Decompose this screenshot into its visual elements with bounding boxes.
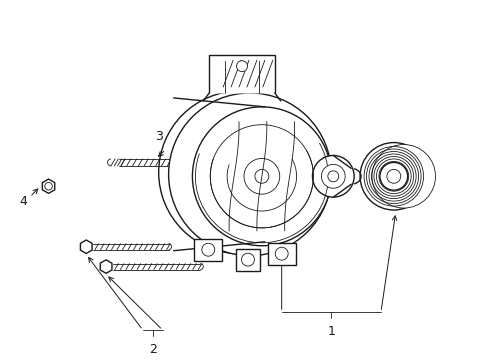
Circle shape [168,93,331,256]
Circle shape [371,145,435,208]
Text: 3: 3 [154,130,163,143]
Circle shape [359,143,427,210]
Circle shape [254,169,268,183]
Circle shape [312,156,353,197]
Text: 2: 2 [148,343,156,356]
Text: 4: 4 [20,195,28,208]
Circle shape [202,243,214,256]
Circle shape [236,61,247,72]
Polygon shape [42,179,55,193]
Polygon shape [80,240,92,253]
Polygon shape [100,260,112,273]
Circle shape [379,162,407,190]
Circle shape [321,165,345,188]
Polygon shape [209,55,274,93]
Text: 1: 1 [326,325,335,338]
Circle shape [275,247,287,260]
FancyBboxPatch shape [236,249,259,271]
Circle shape [327,171,338,182]
Circle shape [159,91,321,254]
FancyBboxPatch shape [194,239,222,261]
Circle shape [210,125,313,228]
Circle shape [386,169,400,183]
Circle shape [241,253,254,266]
Circle shape [192,107,331,246]
Circle shape [244,158,279,194]
Circle shape [45,183,52,190]
FancyBboxPatch shape [267,243,295,265]
